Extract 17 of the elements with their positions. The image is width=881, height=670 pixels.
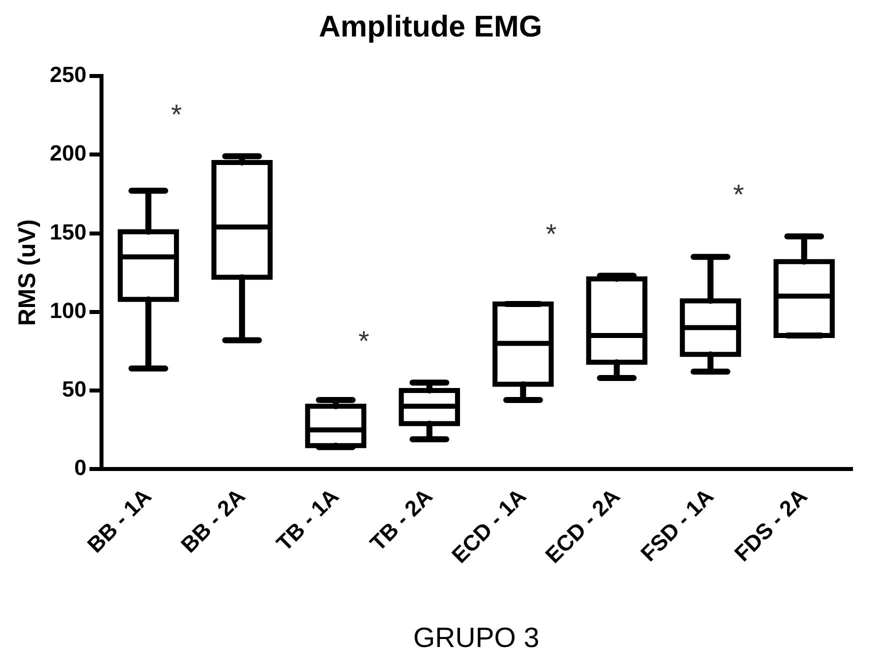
chart-title: Amplitude EMG	[318, 10, 542, 44]
y-tick-label: 250	[50, 62, 87, 88]
x-axis-title: GRUPO 3	[413, 622, 540, 653]
y-tick-label: 200	[50, 140, 87, 166]
annotation: *	[546, 218, 557, 250]
annotation: *	[171, 98, 182, 130]
y-tick-label: 50	[62, 376, 87, 402]
x-tick-label: TB - 1A	[271, 484, 344, 556]
y-tick-label: 100	[50, 298, 87, 323]
y-tick-label: 0	[74, 455, 87, 480]
x-tick-label: BB - 1A	[82, 484, 156, 558]
x-tick-label: BB - 2A	[176, 484, 250, 558]
x-tick-label: TB - 2A	[365, 484, 438, 556]
y-tick-label: 150	[50, 219, 87, 244]
annotation: *	[358, 325, 370, 356]
annotation: *	[733, 179, 744, 210]
y-axis-title: RMS (uV)	[14, 219, 42, 326]
